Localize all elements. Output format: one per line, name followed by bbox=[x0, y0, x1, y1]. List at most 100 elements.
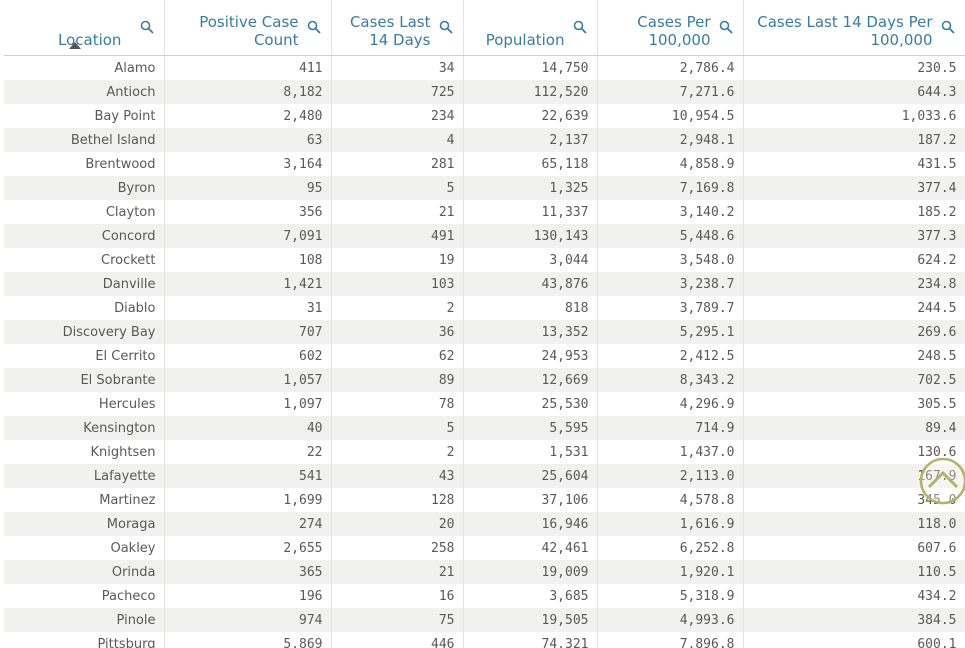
value-cell: 230.5 bbox=[743, 55, 965, 80]
table-body: Alamo 411 34 14,750 2,786.4 230.5 Antioch 8,182… bbox=[4, 55, 965, 648]
value-cell: 2 bbox=[331, 440, 464, 464]
value-cell: 112,520 bbox=[463, 80, 598, 104]
value-cell: 434.2 bbox=[743, 584, 965, 608]
value-cell: 725 bbox=[331, 80, 464, 104]
value-cell: 63 bbox=[164, 128, 332, 152]
scroll-top-button[interactable] bbox=[919, 457, 965, 505]
value-cell: 4,858.9 bbox=[597, 152, 744, 176]
value-cell: 3,164 bbox=[164, 152, 332, 176]
value-cell: 2,412.5 bbox=[597, 344, 744, 368]
location-cell: Crockett bbox=[4, 248, 165, 272]
value-cell: 2,137 bbox=[463, 128, 598, 152]
table-row: Diablo 31 2 818 3,789.7 244.5 bbox=[4, 296, 965, 320]
location-cell: Pacheco bbox=[4, 584, 165, 608]
table-row: Orinda 365 21 19,009 1,920.1 110.5 bbox=[4, 560, 965, 584]
table-row: El Cerrito 602 62 24,953 2,412.5 248.5 bbox=[4, 344, 965, 368]
value-cell: 130,143 bbox=[463, 224, 598, 248]
value-cell: 234 bbox=[331, 104, 464, 128]
column-header[interactable]: Location bbox=[4, 0, 165, 56]
value-cell: 37,106 bbox=[463, 488, 598, 512]
value-cell: 75 bbox=[331, 608, 464, 632]
value-cell: 1,920.1 bbox=[597, 560, 744, 584]
value-cell: 22 bbox=[164, 440, 332, 464]
location-cell: Knightsen bbox=[4, 440, 165, 464]
column-header[interactable]: Positive Case Count bbox=[164, 0, 332, 56]
value-cell: 8,182 bbox=[164, 80, 332, 104]
value-cell: 365 bbox=[164, 560, 332, 584]
value-cell: 2,786.4 bbox=[597, 55, 744, 80]
value-cell: 167.9 bbox=[743, 464, 965, 488]
location-cell: Moraga bbox=[4, 512, 165, 536]
value-cell: 43,876 bbox=[463, 272, 598, 296]
table-row: Bethel Island 63 4 2,137 2,948.1 187.2 bbox=[4, 128, 965, 152]
value-cell: 36 bbox=[331, 320, 464, 344]
column-header[interactable]: Cases Last 14 Days bbox=[331, 0, 464, 56]
location-cell: Discovery Bay bbox=[4, 320, 165, 344]
value-cell: 22,639 bbox=[463, 104, 598, 128]
value-cell: 2,113.0 bbox=[597, 464, 744, 488]
location-cell: Martinez bbox=[4, 488, 165, 512]
column-header[interactable]: Cases Per 100,000 bbox=[597, 0, 744, 56]
value-cell: 600.1 bbox=[743, 632, 965, 648]
value-cell: 16,946 bbox=[463, 512, 598, 536]
location-cell: Alamo bbox=[4, 55, 165, 80]
value-cell: 274 bbox=[164, 512, 332, 536]
table-row: Antioch 8,182 725 112,520 7,271.6 644.3 bbox=[4, 80, 965, 104]
value-cell: 7,169.8 bbox=[597, 176, 744, 200]
table-row: Bay Point 2,480 234 22,639 10,954.5 1,033.6 bbox=[4, 104, 965, 128]
location-cell: El Cerrito bbox=[4, 344, 165, 368]
location-cell: El Sobrante bbox=[4, 368, 165, 392]
search-icon[interactable] bbox=[719, 20, 733, 34]
value-cell: 384.5 bbox=[743, 608, 965, 632]
table-row: Danville 1,421 103 43,876 3,238.7 234.8 bbox=[4, 272, 965, 296]
value-cell: 234.8 bbox=[743, 272, 965, 296]
value-cell: 602 bbox=[164, 344, 332, 368]
search-icon[interactable] bbox=[941, 20, 955, 34]
table-row: Brentwood 3,164 281 65,118 4,858.9 431.5 bbox=[4, 152, 965, 176]
column-title: Location bbox=[58, 31, 122, 49]
value-cell: 103 bbox=[331, 272, 464, 296]
search-icon[interactable] bbox=[140, 20, 154, 34]
value-cell: 818 bbox=[463, 296, 598, 320]
value-cell: 258 bbox=[331, 536, 464, 560]
column-header[interactable]: Population bbox=[463, 0, 598, 56]
column-title: Cases Last 14 Days bbox=[349, 13, 431, 49]
search-icon[interactable] bbox=[439, 20, 453, 34]
value-cell: 65,118 bbox=[463, 152, 598, 176]
table-row: Byron 95 5 1,325 7,169.8 377.4 bbox=[4, 176, 965, 200]
location-cell: Hercules bbox=[4, 392, 165, 416]
value-cell: 356 bbox=[164, 200, 332, 224]
value-cell: 89.4 bbox=[743, 416, 965, 440]
value-cell: 714.9 bbox=[597, 416, 744, 440]
value-cell: 12,669 bbox=[463, 368, 598, 392]
value-cell: 3,789.7 bbox=[597, 296, 744, 320]
value-cell: 31 bbox=[164, 296, 332, 320]
table-row: Hercules 1,097 78 25,530 4,296.9 305.5 bbox=[4, 392, 965, 416]
value-cell: 20 bbox=[331, 512, 464, 536]
value-cell: 269.6 bbox=[743, 320, 965, 344]
table-row: El Sobrante 1,057 89 12,669 8,343.2 702.5 bbox=[4, 368, 965, 392]
table-row: Pinole 974 75 19,505 4,993.6 384.5 bbox=[4, 608, 965, 632]
value-cell: 7,091 bbox=[164, 224, 332, 248]
value-cell: 8,343.2 bbox=[597, 368, 744, 392]
value-cell: 13,352 bbox=[463, 320, 598, 344]
sort-indicator bbox=[69, 42, 81, 49]
value-cell: 3,685 bbox=[463, 584, 598, 608]
value-cell: 1,531 bbox=[463, 440, 598, 464]
location-cell: Danville bbox=[4, 272, 165, 296]
value-cell: 345.0 bbox=[743, 488, 965, 512]
table-row: Oakley 2,655 258 42,461 6,252.8 607.6 bbox=[4, 536, 965, 560]
value-cell: 110.5 bbox=[743, 560, 965, 584]
table-row: Discovery Bay 707 36 13,352 5,295.1 269.6 bbox=[4, 320, 965, 344]
value-cell: 4 bbox=[331, 128, 464, 152]
search-icon[interactable] bbox=[307, 20, 321, 34]
value-cell: 446 bbox=[331, 632, 464, 648]
column-header[interactable]: Cases Last 14 Days Per 100,000 bbox=[743, 0, 965, 56]
location-cell: Lafayette bbox=[4, 464, 165, 488]
search-icon[interactable] bbox=[573, 20, 587, 34]
value-cell: 541 bbox=[164, 464, 332, 488]
value-cell: 377.4 bbox=[743, 176, 965, 200]
value-cell: 3,140.2 bbox=[597, 200, 744, 224]
value-cell: 19 bbox=[331, 248, 464, 272]
value-cell: 3,044 bbox=[463, 248, 598, 272]
